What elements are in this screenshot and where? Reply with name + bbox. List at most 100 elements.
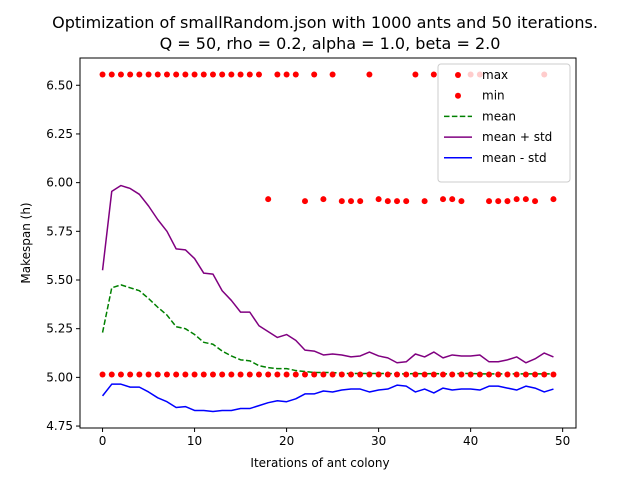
y-tick-label-1: 5.00 [46,370,73,384]
axes-ticks: 0 10 20 30 40 50 4.75 5.00 5.25 5.50 5.75 6.00 6.25 6… [46,78,570,448]
series-max-point-3 [127,71,134,78]
chart-subtitle: Q = 50, rho = 0.2, alpha = 1.0, beta = 2… [160,34,501,53]
series-min-point-36 [430,371,437,378]
y-tick-label-4: 5.75 [46,224,73,238]
series-max-point-32 [394,198,401,205]
series-max-point-8 [173,71,180,78]
x-axis-label: Iterations of ant colony [250,456,389,470]
series-min-point-9 [182,371,189,378]
series-max-point-20 [283,71,290,78]
y-axis-label: Makespan (h) [19,202,33,283]
series-min-point-49 [550,371,557,378]
series-min-point-43 [495,371,502,378]
series-min-point-11 [200,371,207,378]
series-min-point-26 [338,371,345,378]
series-min-point-46 [522,371,529,378]
series-max-point-23 [311,71,318,78]
series-min-point-6 [154,371,161,378]
x-tick-label-4: 40 [463,434,478,448]
series-max-point-44 [504,198,511,205]
series-min-point-0 [99,371,106,378]
plot-frame [79,57,577,429]
series-min-point-2 [117,371,124,378]
series-min-point-10 [191,371,198,378]
series-min-point-5 [145,371,152,378]
series-min-point-32 [394,371,401,378]
series-max-point-18 [265,196,272,203]
series-min-point-1 [108,371,115,378]
series-max-point-43 [495,198,502,205]
series-max-point-14 [228,71,235,78]
series-min-point-4 [136,371,143,378]
series-min-point-38 [449,371,456,378]
legend-label-min: min [482,89,505,103]
series-min-point-30 [375,371,382,378]
series-max-point-25 [329,71,336,78]
series-max-point-42 [486,198,493,205]
series-max-point-21 [292,71,299,78]
series-max-point-1 [108,71,115,78]
legend: max min mean mean + std mean - std [437,63,571,183]
series-min-point-40 [467,371,474,378]
legend-marker-min [455,92,461,99]
series-max-point-12 [209,71,216,78]
series-max-point-35 [421,198,428,205]
series-min-point-29 [366,371,373,378]
series-min-point-48 [541,371,548,378]
legend-box [437,63,571,183]
series-min-point-17 [255,371,262,378]
series-max-point-47 [532,198,539,205]
series-max-point-13 [219,71,226,78]
series-max-point-31 [384,198,391,205]
series-min-point-23 [311,371,318,378]
legend-label-mean: mean [482,109,516,123]
series-max-point-2 [117,71,124,78]
chart-title: Optimization of smallRandom.json with 10… [52,13,598,32]
series-max-point-17 [255,71,262,78]
series-min-point-18 [265,371,272,378]
series-max-point-4 [136,71,143,78]
y-tick-label-5: 6.00 [46,176,73,190]
legend-label-mean-std: mean + std [482,130,552,144]
y-tick-label-0: 4.75 [46,419,73,433]
x-tick-label-3: 30 [371,434,386,448]
series-max-point-22 [301,198,308,205]
series-min-point-27 [348,371,355,378]
series-max-point-15 [237,71,244,78]
legend-marker-max [455,72,461,78]
series-max-point-10 [191,71,198,78]
series-min-point-33 [403,371,410,378]
series-min-point-12 [209,371,216,378]
series-min-point-42 [486,371,493,378]
series-max-point-30 [375,196,382,203]
series-max-point-7 [163,71,170,78]
series-min-point-31 [384,371,391,378]
legend-label-mean-std: mean - std [482,151,547,165]
series-max-point-9 [182,71,189,78]
series-max-point-26 [338,198,345,205]
series-min-point-21 [292,371,299,378]
series-min-point-37 [440,371,447,378]
legend-label-max: max [482,68,508,82]
series-max-point-38 [449,196,456,203]
series-max-point-39 [458,198,465,205]
series-min-point-8 [173,371,180,378]
series-max-point-45 [513,196,520,203]
series-max-point-11 [200,71,207,78]
series-max-point-16 [246,71,253,78]
series-mean-std-line [101,383,554,413]
series-min-point-22 [301,371,308,378]
series-min-point-28 [357,371,364,378]
series-min-point-7 [163,371,170,378]
series-max-point-49 [550,196,557,203]
series-min-point-19 [274,371,281,378]
series-max-point-24 [320,196,327,203]
series-max-point-33 [403,198,410,205]
series-min-point-45 [513,371,520,378]
x-tick-label-1: 10 [187,434,202,448]
series-min-point-20 [283,371,290,378]
series-min-point-13 [219,371,226,378]
series-max-point-29 [366,71,373,78]
y-tick-label-3: 5.50 [46,273,73,287]
series-max-point-37 [440,196,447,203]
